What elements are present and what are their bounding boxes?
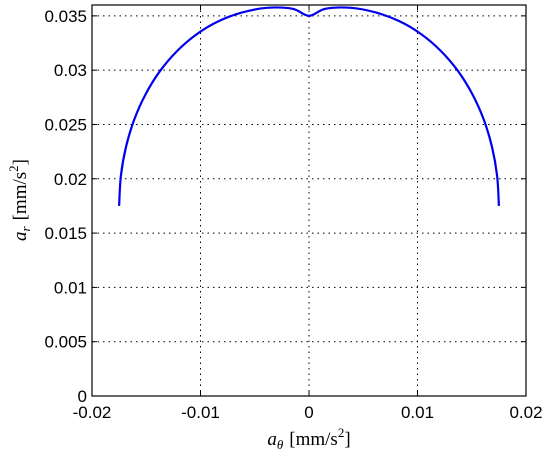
y-axis-label-symbol: a	[10, 231, 31, 241]
x-tick-label: 0.01	[401, 403, 434, 422]
series-line	[118, 6, 500, 206]
x-axis-label-power: 2	[338, 425, 345, 440]
x-tick-label: -0.02	[73, 403, 112, 422]
x-axis-label-subscript: θ	[277, 437, 284, 452]
x-axis-label-unit: [mm/s	[289, 429, 338, 450]
x-axis-label: aθ [mm/s2]	[267, 425, 350, 452]
y-tick-label: 0.025	[44, 115, 87, 134]
y-tick-label: 0.03	[54, 61, 87, 80]
y-axis-label-power: 2	[6, 165, 21, 172]
y-tick-labels: 0 0.005 0.01 0.015 0.02 0.025 0.03 0.035	[44, 7, 87, 406]
x-axis-label-symbol: a	[267, 429, 277, 450]
y-tick-label: 0.035	[44, 7, 87, 26]
y-axis-label-unit: [mm/s	[10, 172, 31, 221]
tick-marks	[91, 5, 527, 397]
x-tick-label: 0	[304, 403, 313, 422]
y-tick-label: 0.005	[44, 333, 87, 352]
y-axis-label: ar [mm/s2]	[6, 159, 33, 241]
y-tick-label: 0.015	[44, 224, 87, 243]
x-tick-labels: -0.02 -0.01 0 0.01 0.02	[73, 403, 543, 422]
x-axis-label-close: ]	[344, 429, 350, 450]
y-axis-label-subscript: r	[18, 225, 33, 231]
x-tick-label: 0.02	[509, 403, 542, 422]
plot-background	[92, 5, 526, 396]
y-tick-label: 0.01	[54, 278, 87, 297]
x-tick-label: -0.01	[181, 403, 220, 422]
series-layer	[118, 6, 500, 206]
y-tick-label: 0.02	[54, 170, 87, 189]
y-tick-label: 0	[78, 387, 87, 406]
y-axis-label-close: ]	[10, 159, 31, 165]
grid-lines	[92, 5, 526, 396]
